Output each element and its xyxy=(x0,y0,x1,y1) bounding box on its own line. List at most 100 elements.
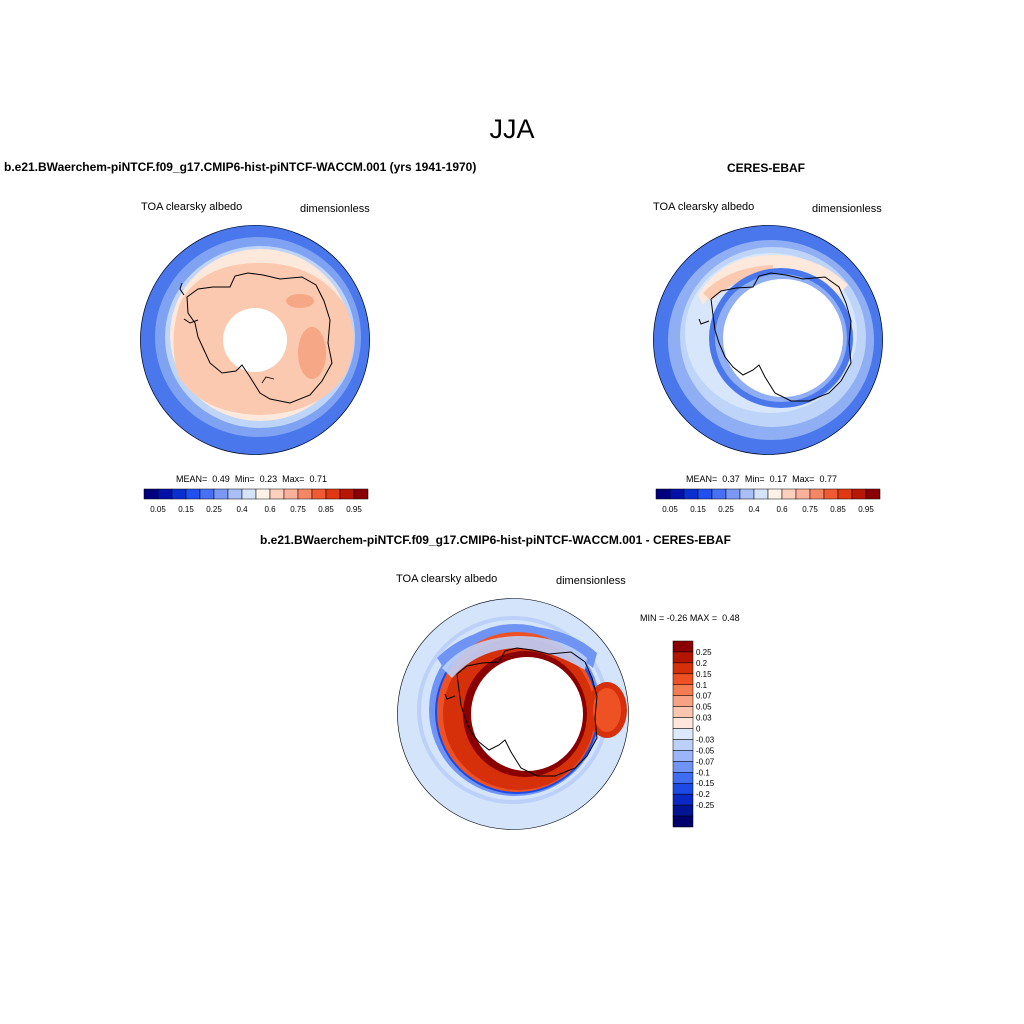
obs-colorbar-tick-label: 0.4 xyxy=(748,505,760,514)
obs-colorbar-box xyxy=(767,488,783,500)
diff-colorbar-tick-label: 0.15 xyxy=(696,670,712,679)
model-colorbar-tick-label: 0.85 xyxy=(318,505,334,514)
model-colorbar-box xyxy=(227,488,243,500)
diff-colorbar: 0.25 0.2 0.15 0.1 0.07 0.05 0.03 0-0.03 -0.05 -0.… xyxy=(672,640,715,828)
model-colorbar-box xyxy=(213,488,229,500)
obs-colorbar-box xyxy=(711,488,727,500)
obs-colorbar-tick-label: 0.85 xyxy=(830,505,846,514)
obs-max-value: 0.77 xyxy=(819,474,837,484)
obs-colorbar-box xyxy=(823,488,839,500)
diff-colorbar-box xyxy=(672,804,694,817)
obs-mean-label: MEAN= xyxy=(686,474,718,484)
obs-colorbar-box xyxy=(725,488,741,500)
diff-colorbar-tick-label: -0.2 xyxy=(696,790,710,799)
diff-colorbar-box xyxy=(672,706,694,718)
model-units-label: dimensionless xyxy=(300,203,370,215)
obs-mean-value: 0.37 xyxy=(722,474,740,484)
obs-colorbar-tick-label: 0.95 xyxy=(858,505,874,514)
model-colorbar-tick-label: 0.05 xyxy=(150,505,166,514)
obs-max-label: Max= xyxy=(792,474,815,484)
diff-colorbar-tick-label: -0.1 xyxy=(696,768,710,777)
model-colorbar-box xyxy=(199,488,215,500)
obs-polar-map xyxy=(653,225,883,455)
model-colorbar-box xyxy=(339,488,355,500)
diff-colorbar-box xyxy=(672,728,694,740)
model-colorbar-box xyxy=(171,488,187,500)
model-mean-value: 0.49 xyxy=(212,474,230,484)
obs-colorbar-tick-label: 0.25 xyxy=(718,505,734,514)
model-stats: MEAN= 0.49 Min= 0.23 Max= 0.71 xyxy=(176,474,327,484)
diff-colorbar-box xyxy=(672,761,694,773)
diff-colorbar-tick-label: -0.07 xyxy=(696,757,715,766)
obs-colorbar-tick-label: 0.6 xyxy=(776,505,788,514)
obs-min-value: 0.17 xyxy=(769,474,788,484)
obs-colorbar-tick-label: 0.75 xyxy=(802,505,818,514)
model-colorbar-box xyxy=(297,488,313,500)
diff-variable-label: TOA clearsky albedo xyxy=(396,573,498,585)
model-variable-label: TOA clearsky albedo xyxy=(141,201,243,213)
obs-variable-label: TOA clearsky albedo xyxy=(653,201,755,213)
diff-colorbar-tick-label: 0.05 xyxy=(696,703,712,712)
model-colorbar-box xyxy=(353,488,369,500)
obs-colorbar-box xyxy=(739,488,755,500)
diff-colorbar-box xyxy=(672,684,694,696)
model-colorbar: 0.05 0.15 0.25 0.4 0.6 0.75 0.85 0.95 xyxy=(143,488,369,514)
diff-colorbar-tick-label: -0.25 xyxy=(696,801,715,810)
obs-stats: MEAN= 0.37 Min= 0.17 Max= 0.77 xyxy=(686,474,837,484)
diff-colorbar-tick-label: -0.15 xyxy=(696,779,715,788)
model-colorbar-box xyxy=(185,488,201,500)
diff-colorbar-box xyxy=(672,673,694,686)
figure-title: JJA xyxy=(489,114,535,144)
obs-colorbar-box xyxy=(795,488,811,500)
diff-stats: MIN = -0.26 MAX = 0.48 xyxy=(640,613,740,623)
model-min-value: 0.23 xyxy=(259,474,278,484)
model-colorbar-tick-label: 0.25 xyxy=(206,505,222,514)
model-colorbar-tick-label: 0.15 xyxy=(178,505,194,514)
model-mean-label: MEAN= xyxy=(176,474,208,484)
model-colorbar-box xyxy=(143,488,159,500)
diff-colorbar-box xyxy=(672,717,694,729)
diff-colorbar-tick-label: 0 xyxy=(696,725,701,734)
model-colorbar-box xyxy=(311,488,327,500)
obs-colorbar-box xyxy=(655,488,671,500)
diff-colorbar-tick-label: -0.05 xyxy=(696,746,715,755)
diff-colorbar-box xyxy=(672,782,694,795)
model-colorbar-tick-label: 0.4 xyxy=(236,505,248,514)
diff-colorbar-tick-label: 0.07 xyxy=(696,692,712,701)
model-colorbar-box xyxy=(325,488,341,500)
obs-colorbar-box xyxy=(851,488,867,500)
model-max-value: 0.71 xyxy=(309,474,327,484)
obs-colorbar-box xyxy=(697,488,713,500)
model-colorbar-tick-label: 0.75 xyxy=(290,505,306,514)
diff-max-label: MAX = xyxy=(689,613,718,623)
diff-polar-map xyxy=(397,598,629,830)
model-panel-title: b.e21.BWaerchem-piNTCF.f09_g17.CMIP6-his… xyxy=(4,160,477,174)
obs-colorbar-box xyxy=(669,488,685,500)
obs-colorbar-box xyxy=(683,488,699,500)
model-colorbar-box xyxy=(283,488,299,500)
diff-colorbar-tick-label: 0.2 xyxy=(696,659,708,668)
model-colorbar-box xyxy=(269,488,285,500)
obs-units-label: dimensionless xyxy=(812,203,882,215)
diff-colorbar-box xyxy=(672,793,694,806)
obs-colorbar: 0.05 0.15 0.25 0.4 0.6 0.75 0.85 0.95 xyxy=(655,488,881,514)
model-colorbar-tick-label: 0.95 xyxy=(346,505,362,514)
model-colorbar-box xyxy=(157,488,173,500)
diff-colorbar-tick-label: 0.25 xyxy=(696,648,712,657)
diff-colorbar-tick-label: -0.03 xyxy=(696,735,715,744)
model-colorbar-box xyxy=(255,488,271,500)
model-polar-map xyxy=(140,225,370,455)
model-max-label: Max= xyxy=(282,474,305,484)
obs-min-label: Min= xyxy=(744,474,765,484)
model-colorbar-box xyxy=(241,488,257,500)
diff-colorbar-tick-label: 0.1 xyxy=(696,681,708,690)
diff-colorbar-box xyxy=(672,772,694,784)
obs-colorbar-box xyxy=(837,488,853,500)
diff-max-value: 0.48 xyxy=(722,613,740,623)
obs-panel-title: CERES-EBAF xyxy=(727,161,806,175)
model-colorbar-tick-label: 0.6 xyxy=(264,505,276,514)
obs-colorbar-tick-label: 0.15 xyxy=(690,505,706,514)
diff-min-value: -0.26 xyxy=(666,613,688,623)
diff-colorbar-box xyxy=(672,815,694,828)
diff-min-label: MIN = xyxy=(640,613,665,623)
